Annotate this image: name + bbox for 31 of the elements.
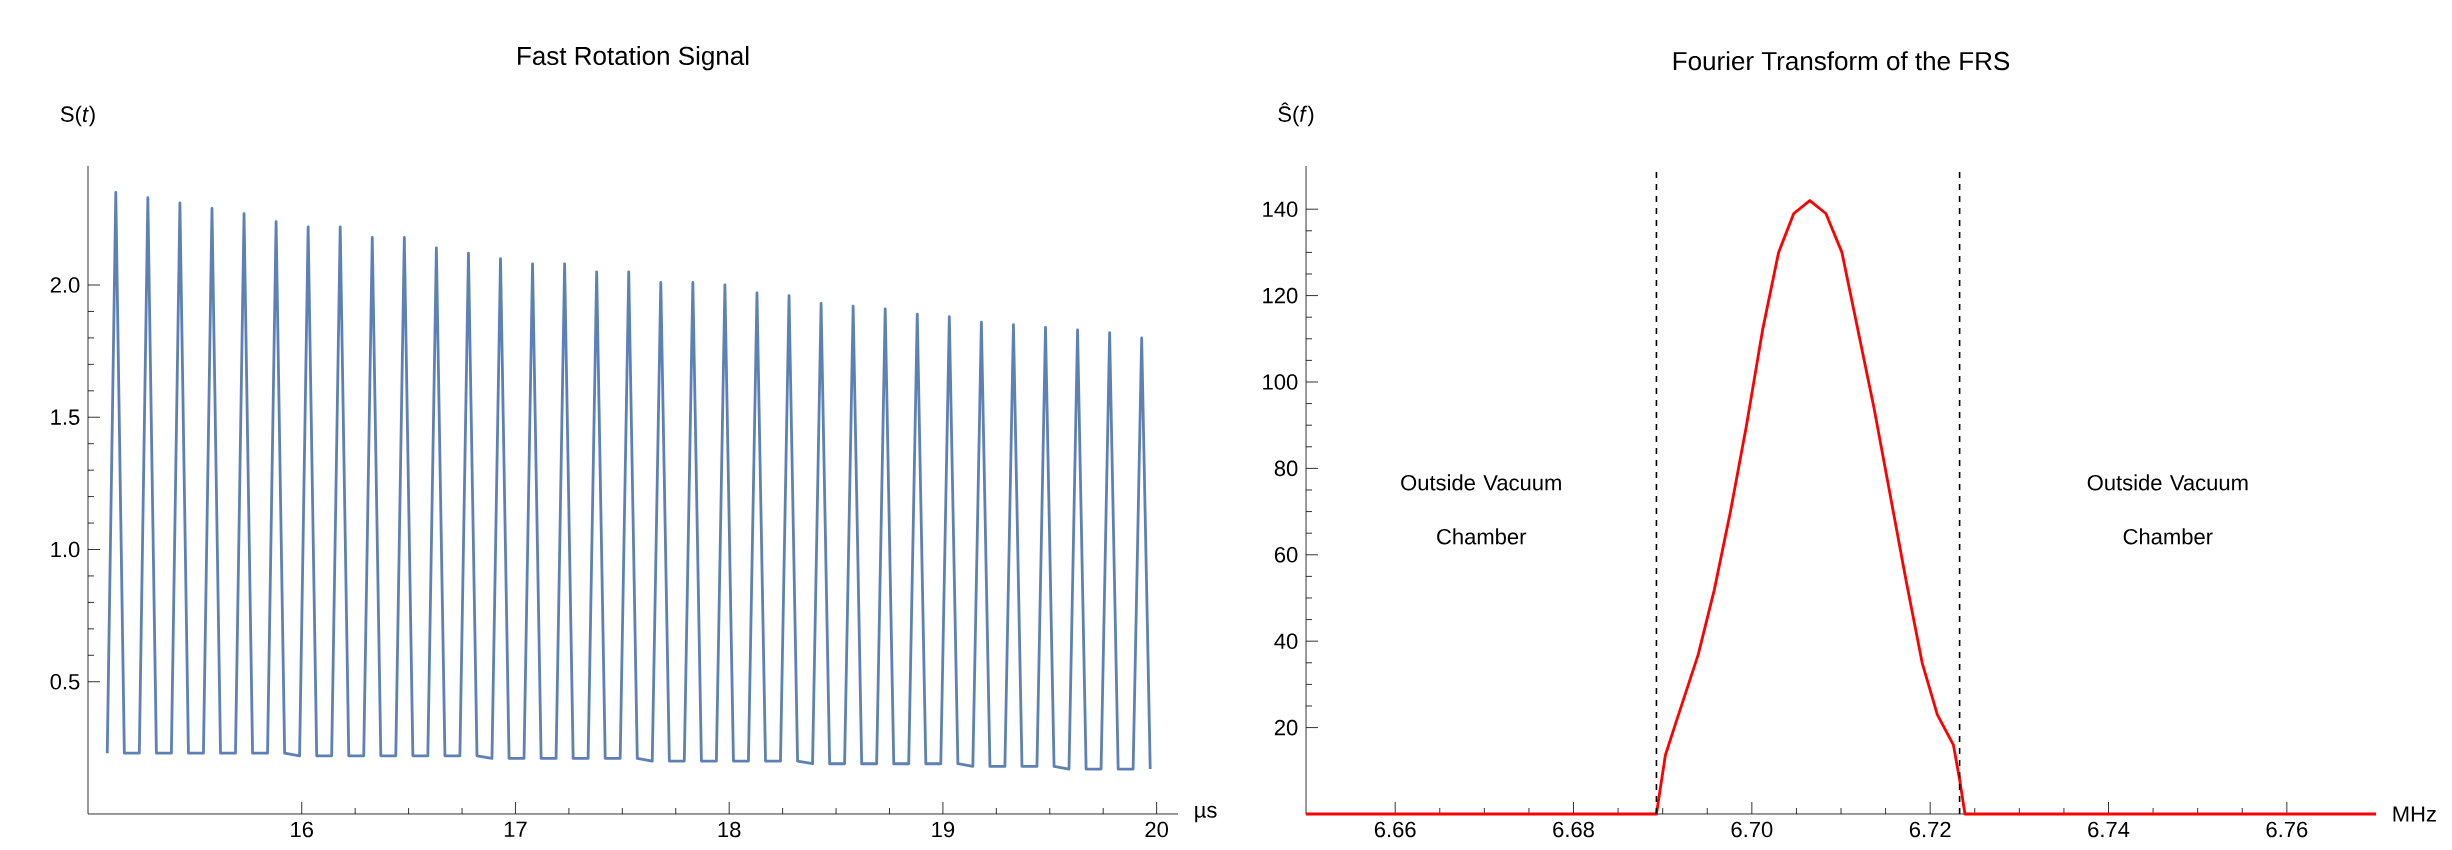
x-tick-label: 17 (504, 821, 527, 837)
x-tick-label: 6.66 (1374, 821, 1416, 838)
y-tick-label: 20 (1274, 719, 1298, 736)
chart-title: Fourier Transform of the FRS (1673, 51, 2010, 71)
y-tick-label: 2.0 (50, 277, 80, 293)
y-tick-label: 120 (1263, 287, 1298, 304)
y-tick-label: 1.0 (51, 541, 80, 558)
x-tick-label: 6.68 (1553, 821, 1594, 838)
x-tick-label: 20 (1145, 821, 1168, 838)
y-axis-title: Ŝ(f) (1278, 102, 1314, 127)
y-axis-title: S(t) (60, 105, 95, 127)
x-tick-label: 19 (932, 821, 955, 838)
y-tick-label: 60 (1274, 547, 1298, 563)
chart-title: Fast Rotation Signal (518, 46, 749, 71)
x-tick-label: 18 (718, 821, 741, 838)
line-series (105, 191, 1152, 771)
text: Outside Vacuum Chamber (2087, 474, 2248, 545)
x-axis-title: µs (1195, 805, 1217, 823)
y-tick-label: 140 (1263, 201, 1298, 217)
y-tick-label: 0.5 (50, 673, 80, 690)
x-tick-label: 16 (291, 821, 313, 838)
x-axis-title: MHz (2393, 806, 2436, 822)
y-tick-label: 80 (1274, 460, 1298, 477)
x-tick-label: 6.74 (2088, 821, 2130, 838)
y-tick-label: 40 (1274, 633, 1298, 649)
y-tick-label: 1.5 (51, 409, 80, 425)
x-tick-label: 6.76 (2266, 821, 2308, 838)
text: Outside Vacuum Chamber (1401, 474, 1561, 545)
y-tick-label: 100 (1263, 374, 1298, 390)
x-tick-label: 6.72 (1909, 821, 1951, 838)
x-tick-label: 6.70 (1731, 821, 1773, 838)
